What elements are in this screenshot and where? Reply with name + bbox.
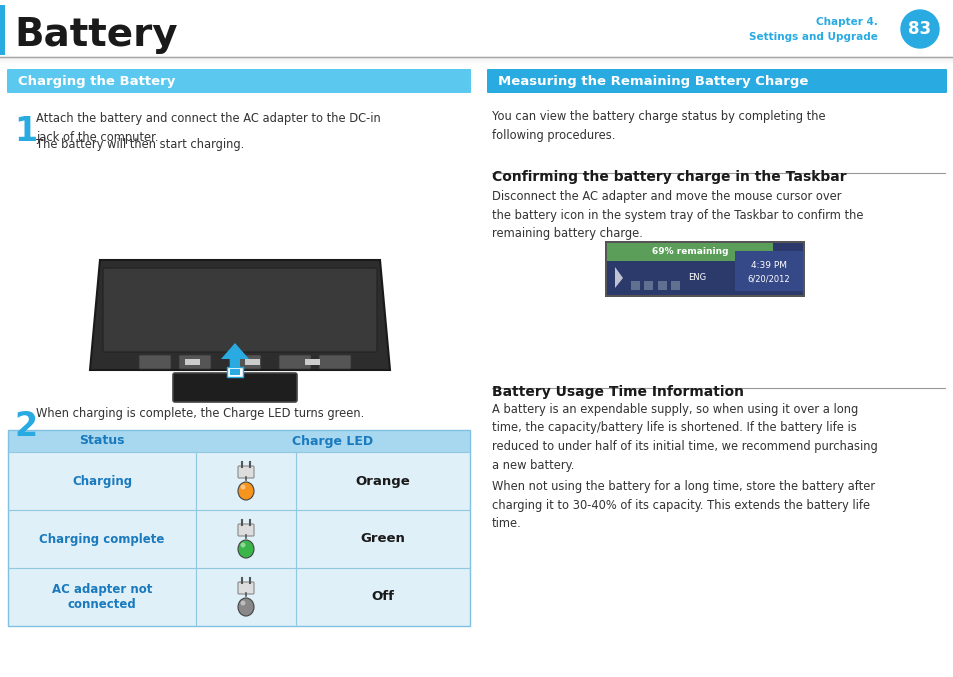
FancyBboxPatch shape [7,69,471,93]
Ellipse shape [240,600,245,605]
Text: 4:39 PM: 4:39 PM [750,261,786,269]
FancyBboxPatch shape [278,355,311,369]
Text: Charging: Charging [71,475,132,487]
FancyBboxPatch shape [631,280,639,290]
FancyBboxPatch shape [318,355,351,369]
Text: Off: Off [371,590,395,603]
Text: Status: Status [79,435,125,447]
Text: 69% remaining: 69% remaining [651,248,727,257]
Text: Battery Usage Time Information: Battery Usage Time Information [492,385,743,399]
Text: Disconnect the AC adapter and move the mouse cursor over
the battery icon in the: Disconnect the AC adapter and move the m… [492,190,862,240]
Text: Settings and Upgrade: Settings and Upgrade [748,32,877,42]
FancyBboxPatch shape [245,359,260,365]
Text: When not using the battery for a long time, store the battery after
charging it : When not using the battery for a long ti… [492,480,874,530]
Text: You can view the battery charge status by completing the
following procedures.: You can view the battery charge status b… [492,110,824,141]
FancyBboxPatch shape [734,251,802,291]
Text: A battery is an expendable supply, so when using it over a long
time, the capaci: A battery is an expendable supply, so wh… [492,403,877,471]
Text: Charging complete: Charging complete [39,533,165,546]
FancyBboxPatch shape [227,367,243,377]
FancyBboxPatch shape [230,369,240,375]
Ellipse shape [240,542,245,548]
Ellipse shape [237,540,253,558]
Text: Battery: Battery [14,16,177,54]
Text: Orange: Orange [355,475,410,487]
Text: 6/20/2012: 6/20/2012 [747,274,789,284]
Text: 1: 1 [14,115,37,148]
Text: When charging is complete, the Charge LED turns green.: When charging is complete, the Charge LE… [36,407,364,420]
Text: 83: 83 [907,20,930,38]
Text: Charging the Battery: Charging the Battery [18,74,175,87]
FancyBboxPatch shape [604,241,804,297]
Ellipse shape [237,598,253,616]
FancyBboxPatch shape [644,280,653,290]
Text: AC adapter not
connected: AC adapter not connected [51,583,152,611]
Text: Charge LED: Charge LED [293,435,374,447]
Circle shape [900,10,938,48]
FancyBboxPatch shape [606,243,802,295]
Text: ENG: ENG [687,274,705,282]
FancyBboxPatch shape [230,357,240,375]
Text: 2: 2 [14,410,37,443]
Polygon shape [90,260,390,370]
FancyBboxPatch shape [305,359,319,365]
FancyBboxPatch shape [606,243,772,261]
FancyBboxPatch shape [237,582,253,594]
Ellipse shape [240,485,245,489]
FancyBboxPatch shape [486,69,946,93]
Polygon shape [221,343,249,359]
Text: Chapter 4.: Chapter 4. [815,17,877,27]
Polygon shape [615,267,622,288]
Text: Measuring the Remaining Battery Charge: Measuring the Remaining Battery Charge [497,74,807,87]
FancyBboxPatch shape [237,466,253,478]
FancyBboxPatch shape [179,355,211,369]
FancyBboxPatch shape [658,280,667,290]
FancyBboxPatch shape [8,452,470,510]
FancyBboxPatch shape [185,359,200,365]
FancyBboxPatch shape [103,268,376,352]
Text: Attach the battery and connect the AC adapter to the DC-in
jack of the computer.: Attach the battery and connect the AC ad… [36,112,380,144]
FancyBboxPatch shape [671,280,679,290]
Text: The battery will then start charging.: The battery will then start charging. [36,138,244,151]
FancyBboxPatch shape [139,355,171,369]
Text: Green: Green [360,533,405,546]
FancyBboxPatch shape [8,510,470,568]
Ellipse shape [237,482,253,500]
FancyBboxPatch shape [0,5,5,55]
FancyBboxPatch shape [172,373,296,402]
FancyBboxPatch shape [8,430,470,452]
FancyBboxPatch shape [237,524,253,536]
FancyBboxPatch shape [229,355,261,369]
Text: Confirming the battery charge in the Taskbar: Confirming the battery charge in the Tas… [492,170,845,184]
FancyBboxPatch shape [8,568,470,626]
